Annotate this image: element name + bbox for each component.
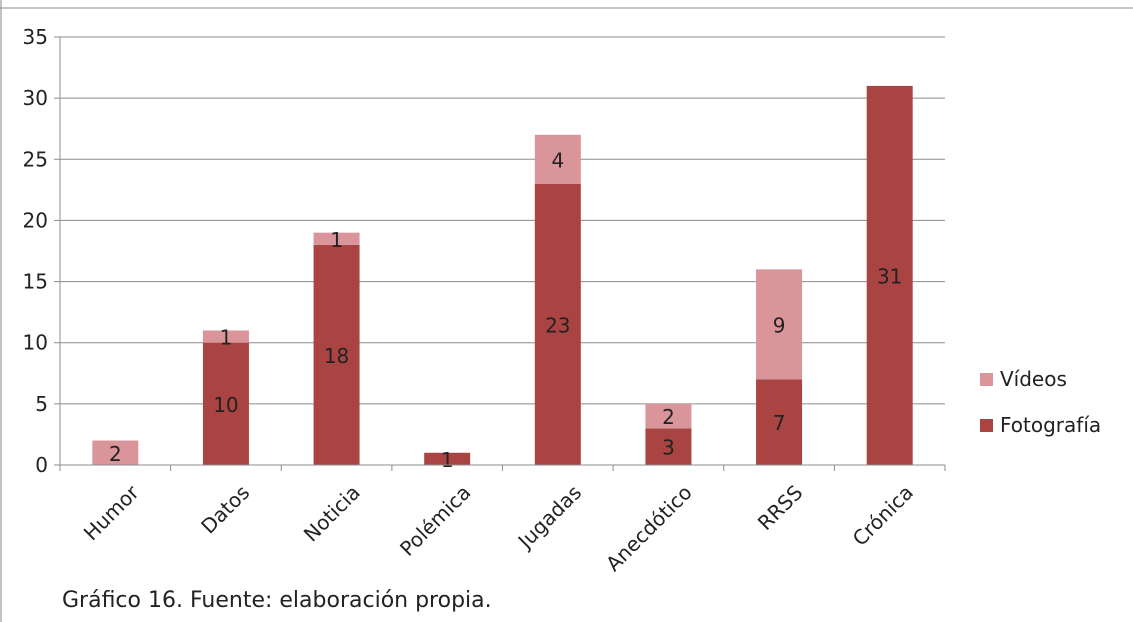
y-tick-label: 0 [35, 453, 48, 477]
data-label: 31 [877, 264, 902, 288]
legend-swatch [980, 373, 993, 386]
bar-segment-videos [313, 232, 360, 245]
bar-segment-videos [534, 134, 581, 184]
data-label: 4 [551, 148, 564, 172]
bar-segment-fotografia [645, 428, 692, 465]
y-axis: 0 5 10 15 20 25 30 35 [23, 25, 61, 477]
legend: Vídeos Fotografía [980, 367, 1101, 437]
data-label: 23 [545, 313, 570, 337]
data-label: 7 [773, 411, 786, 435]
chart-caption: Gráfico 16. Fuente: elaboración propia. [62, 588, 492, 613]
y-tick-label: 20 [23, 208, 48, 232]
data-label: 10 [213, 393, 238, 417]
y-tick-label: 5 [35, 392, 48, 416]
data-label: 2 [662, 405, 675, 429]
legend-label: Vídeos [1000, 367, 1067, 391]
bar-segment-fotografia [866, 85, 913, 466]
x-tick-label: Noticia [299, 480, 365, 546]
x-axis: Humor Datos Noticia Polémica Jugadas Anecdóti… [59, 464, 946, 576]
bar-segment-videos [92, 440, 139, 465]
data-label: 1 [330, 228, 343, 252]
y-tick-label: 25 [23, 147, 48, 171]
x-tick-label: Humor [79, 480, 144, 545]
x-tick-label: Jugadas [512, 480, 586, 554]
bar-segment-fotografia [756, 379, 803, 465]
x-tick-label: Anecdótico [601, 480, 697, 576]
data-label: 3 [662, 436, 675, 460]
legend-swatch [980, 419, 993, 432]
x-tick-label: Crónica [848, 480, 918, 550]
bar-segment-videos [202, 330, 249, 343]
x-tick-label: RRSS [753, 480, 808, 535]
bar-segment-videos [645, 403, 692, 429]
x-tick-label: Datos [196, 480, 254, 538]
x-tick-label: Polémica [395, 480, 475, 560]
y-tick-label: 30 [23, 86, 48, 110]
bar-segment-videos [756, 269, 803, 380]
bar-segment-fotografia [424, 452, 471, 465]
data-label: 1 [441, 448, 454, 472]
y-tick-label: 35 [23, 25, 48, 49]
bar-segment-fotografia [534, 183, 581, 465]
data-label: 18 [324, 344, 349, 368]
bar-segment-fotografia [202, 342, 249, 465]
data-label: 2 [109, 442, 122, 466]
data-label: 1 [220, 326, 233, 350]
bar-segment-fotografia [313, 244, 360, 465]
data-label: 9 [773, 313, 786, 337]
legend-label: Fotografía [1000, 413, 1101, 437]
bars: 2 10 1 18 1 1 23 4 3 2 7 9 31 [92, 85, 913, 472]
gridlines [60, 36, 945, 466]
y-tick-label: 15 [23, 270, 48, 294]
y-tick-label: 10 [23, 331, 48, 355]
